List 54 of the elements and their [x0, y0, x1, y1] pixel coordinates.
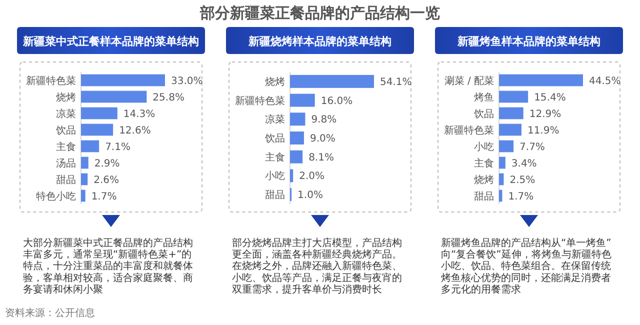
data-label: 2.5% — [510, 174, 536, 186]
data-label: 1.7% — [508, 191, 534, 202]
chart-subtitle: 新疆菜中式正餐样本品牌的菜单结构 — [22, 35, 199, 48]
data-label: 12.9% — [529, 108, 562, 120]
y-tick-label: 饮品 — [473, 108, 494, 120]
y-tick-label: 小吃 — [474, 140, 494, 153]
data-label: 9.8% — [311, 114, 337, 126]
data-label: 54.1% — [380, 76, 412, 88]
data-label: 1.0% — [298, 190, 323, 202]
data-label: 15.4% — [534, 92, 566, 104]
text: 资料来源：公开信息 — [5, 307, 95, 319]
y-tick-label: 涮菜 / 配菜 — [444, 74, 494, 87]
y-tick-label: 烤鱼 — [474, 91, 494, 104]
data-label: 33.0% — [171, 76, 203, 87]
data-label: 8.1% — [308, 152, 334, 164]
y-tick-label: 甜品 — [474, 190, 494, 202]
y-tick-label: 凉菜 — [265, 114, 285, 126]
data-label: 1.7% — [91, 191, 117, 202]
chart-title: 部分新疆菜正餐品牌的产品结构一览 — [199, 4, 440, 22]
y-tick-label: 主食 — [474, 157, 494, 170]
data-label: 25.8% — [152, 92, 184, 104]
y-tick-label: 烧烤 — [265, 76, 285, 88]
data-label: 16.0% — [320, 96, 353, 107]
text: 大部分新疆菜中式正餐品牌的产品结构丰富多元，通常呈现“新疆特色菜+”的特点，十分注重菜品的丰富度和就餐体验，客单相对较高，适合家庭聚餐、商务宴请和休闲小聚 — [23, 237, 193, 296]
text: 部分烧烤品牌主打大店模型，产品结构更全面，涵盖各种新疆经典烧烤产品。在烧烤之外，品牌还融入新疆特色菜、小吃、饮品等产品，满足正餐与夜宵的双重需求，提升客单价与消费时长 — [232, 237, 402, 296]
data-label: 12.6% — [119, 125, 151, 136]
y-tick-label: 特色小吃 — [36, 190, 76, 202]
data-label: 2.0% — [299, 171, 325, 182]
y-tick-label: 小吃 — [265, 170, 285, 182]
data-label: 3.4% — [511, 158, 537, 170]
data-label: 2.6% — [94, 174, 120, 186]
data-label: 9.0% — [310, 134, 336, 144]
data-label: 7.7% — [520, 142, 545, 153]
chart-subtitle: 新疆烧烤样本品牌的菜单结构 — [248, 35, 392, 48]
y-tick-label: 饮品 — [264, 134, 285, 144]
y-tick-label: 饮品 — [55, 125, 76, 136]
y-tick-label: 主食 — [56, 140, 76, 153]
y-tick-label: 烧烤 — [56, 91, 76, 104]
chart-subtitle: 新疆烤鱼样本品牌的菜单结构 — [456, 35, 600, 48]
data-label: 2.9% — [94, 158, 120, 170]
y-tick-label: 汤品 — [56, 157, 76, 170]
y-tick-label: 新疆特色菜 — [26, 74, 76, 87]
data-label: 11.9% — [527, 125, 560, 136]
y-tick-label: 甜品 — [265, 189, 285, 202]
y-tick-label: 新疆特色菜 — [444, 124, 494, 136]
y-tick-label: 甜品 — [56, 174, 76, 186]
y-tick-label: 新疆特色菜 — [235, 94, 285, 107]
y-tick-label: 主食 — [265, 151, 285, 164]
data-label: 7.1% — [105, 142, 130, 153]
data-label: 14.3% — [123, 108, 156, 120]
y-tick-label: 凉菜 — [56, 108, 76, 120]
text: 新疆烤鱼品牌的产品结构从“单一烤鱼”向“复合餐饮”延伸，将烤鱼与新疆特色小吃、饮品、特色菜组合。在保留传统烤鱼核心优势的同时，还能满足消费者多元化的用餐需求 — [441, 237, 612, 296]
data-label: 44.5% — [589, 76, 621, 87]
y-tick-label: 烧烤 — [474, 174, 494, 186]
